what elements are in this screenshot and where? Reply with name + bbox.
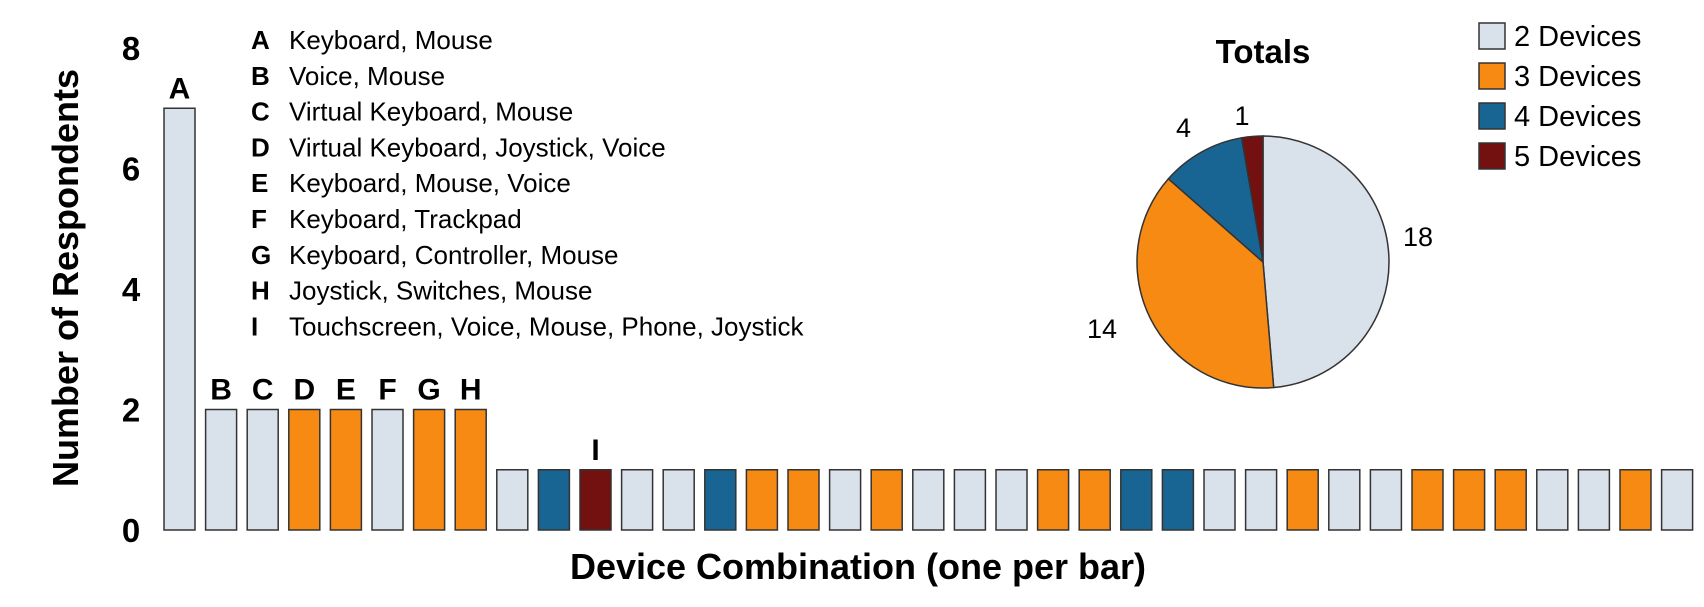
legend-label: 3 Devices (1514, 61, 1641, 93)
bar (329, 408, 363, 531)
bar (412, 408, 446, 531)
pie-slice (1262, 135, 1390, 389)
key-letter: F (251, 204, 267, 234)
bar-letter-label: B (210, 374, 232, 407)
bar (163, 107, 196, 531)
bar (704, 469, 737, 531)
bar (995, 469, 1028, 531)
bar-letter-label: F (378, 374, 396, 407)
legend-label: 4 Devices (1514, 101, 1641, 133)
bar-letter-label: E (336, 374, 356, 407)
legend: 2 Devices 3 Devices 4 Devices 5 Devices (1478, 21, 1641, 173)
key-description: Keyboard, Mouse (289, 25, 493, 55)
bar (1078, 469, 1111, 531)
bar (828, 469, 862, 531)
y-axis-label: Number of Respondents (45, 69, 86, 487)
pie-slice (1167, 136, 1265, 264)
pie-slice (1240, 135, 1264, 263)
combination-key: A Keyboard, Mouse B Voice, Mouse C Virtual Ke… (251, 25, 804, 341)
bar (787, 469, 820, 531)
bar (454, 408, 487, 531)
bar (662, 469, 695, 531)
bar (1036, 469, 1070, 531)
key-letter: B (251, 61, 270, 91)
pie-chart: 18 14 4 1 (1087, 101, 1433, 389)
pie-value-label: 14 (1087, 314, 1117, 344)
bar (1619, 469, 1652, 531)
bar-letter-label: G (417, 374, 440, 407)
y-tick-label: 0 (122, 512, 140, 549)
key-description: Virtual Keyboard, Joystick, Voice (289, 132, 666, 162)
legend-label: 2 Devices (1514, 21, 1641, 53)
bar (1411, 469, 1444, 531)
bar (870, 469, 903, 531)
bar-letter-label: H (460, 374, 482, 407)
bar (537, 469, 571, 531)
y-axis-ticks: 0 2 4 6 8 (122, 30, 141, 549)
legend-swatch (1478, 142, 1506, 170)
x-axis-label: Device Combination (one per bar) (570, 546, 1146, 587)
legend-swatch (1478, 102, 1506, 130)
key-letter: G (251, 240, 271, 270)
pie-value-label: 4 (1176, 113, 1191, 143)
bar (1120, 469, 1153, 531)
bar (246, 408, 279, 531)
bar (1660, 469, 1694, 531)
key-letter: E (251, 168, 268, 198)
legend-swatch (1478, 62, 1506, 90)
bar (1203, 469, 1236, 531)
bar (1452, 469, 1486, 531)
bar (371, 408, 404, 531)
y-tick-label: 4 (122, 271, 141, 308)
pie-slice (1136, 177, 1275, 389)
key-description: Touchscreen, Voice, Mouse, Phone, Joysti… (289, 311, 804, 341)
bar (1536, 469, 1569, 531)
bar-letter-label: C (252, 374, 274, 407)
key-description: Keyboard, Mouse, Voice (289, 168, 571, 198)
y-tick-label: 6 (122, 151, 140, 188)
bar (953, 469, 987, 531)
key-letter: A (251, 25, 270, 55)
bar (1244, 469, 1278, 531)
bar (1494, 469, 1527, 531)
bar-letter-labels: AB C D E F G HI (169, 72, 600, 467)
bar-series (163, 107, 1694, 531)
key-description: Keyboard, Trackpad (289, 204, 522, 234)
bar-letter-label: A (169, 72, 191, 105)
legend-swatch (1478, 22, 1506, 50)
bar (204, 408, 238, 531)
bar-letter-label: D (293, 374, 315, 407)
bar (288, 408, 321, 531)
y-tick-label: 8 (122, 30, 140, 67)
bar (620, 469, 654, 531)
bar (745, 469, 779, 531)
pie-value-label: 18 (1403, 222, 1433, 252)
bar (912, 469, 945, 531)
key-letter: D (251, 132, 270, 162)
y-tick-label: 2 (122, 392, 140, 429)
key-description: Voice, Mouse (289, 61, 445, 91)
bar (1161, 469, 1195, 531)
key-letter: C (251, 97, 270, 127)
pie-title: Totals (1216, 33, 1311, 70)
bar (496, 469, 529, 531)
key-description: Joystick, Switches, Mouse (289, 276, 592, 306)
pie-value-label: 1 (1234, 101, 1249, 131)
bar-letter-label: I (591, 434, 599, 467)
bar (1577, 469, 1611, 531)
bar (1369, 469, 1403, 531)
bar (1286, 469, 1319, 531)
key-description: Virtual Keyboard, Mouse (289, 97, 573, 127)
key-letter: H (251, 276, 270, 306)
bar (579, 469, 612, 531)
key-description: Keyboard, Controller, Mouse (289, 240, 619, 270)
key-letter: I (251, 311, 258, 341)
bar (1328, 469, 1361, 531)
legend-label: 5 Devices (1514, 141, 1641, 173)
